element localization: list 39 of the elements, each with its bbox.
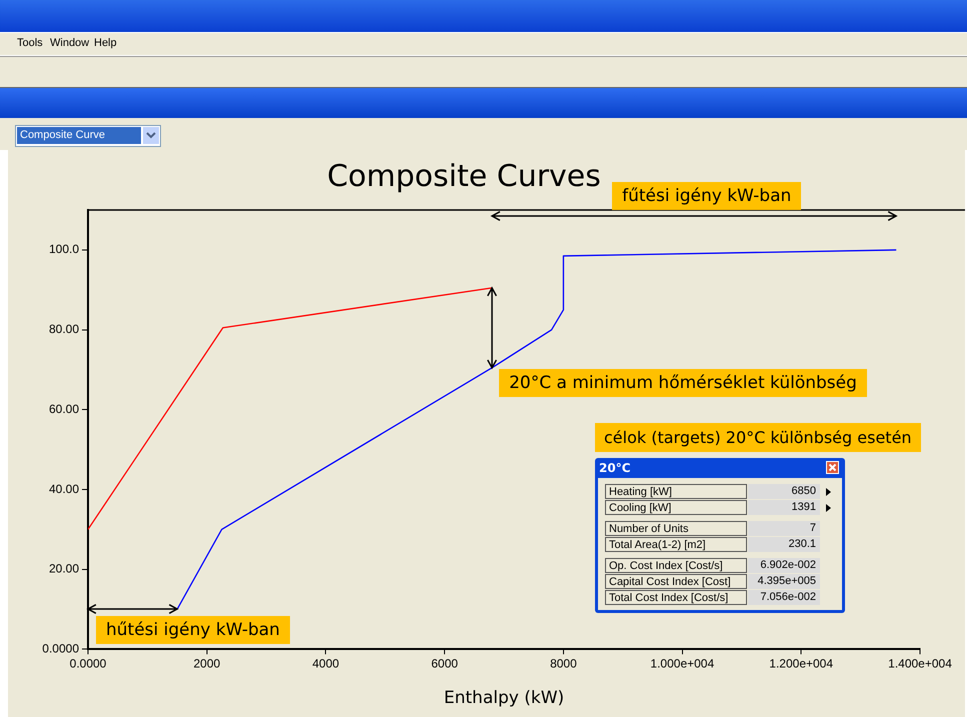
annotation: 230.1 [748,537,820,552]
annotation: Capital Cost Index [Cost] [605,574,747,589]
annotation: 1391 [748,500,820,515]
annotation: 6850 [748,484,820,499]
y-tick-label: 40.00 [48,482,80,496]
text: 20°C [599,461,631,475]
x-tick-label: 2000 [194,656,221,671]
x-tick-label: 6000 [431,656,458,671]
annotation: 6.902e-002 [748,558,820,573]
annotation: 7.056e-002 [748,590,820,605]
chart-title: Composite Curves [327,158,601,194]
annotation: hűtési igény kW-ban [96,616,290,644]
text: Tools [17,37,43,49]
annotation: 7 [748,521,820,536]
x-tick-label: 1.400e+004 [888,656,952,671]
annotation: 20°C a minimum hőmérséklet különbség [499,368,867,397]
x-tick-label: 0.0000 [70,656,107,671]
x-tick-label: 1.200e+004 [769,656,834,671]
y-tick-label: 20.00 [48,562,80,576]
y-tick-label: 60.00 [48,402,80,416]
annotation: Total Area(1-2) [m2] [605,537,747,552]
annotation: 4.395e+005 [748,574,820,589]
x-tick-label: 1.000e+004 [650,656,714,671]
x-tick-label: 4000 [312,656,340,671]
y-tick-label: 0.0000 [42,642,80,656]
annotation: Number of Units [605,521,747,536]
x-tick-label: 8000 [550,656,578,671]
annotation: Cooling [kW] [605,500,747,515]
text: Help [94,37,117,49]
annotation: Op. Cost Index [Cost/s] [605,558,747,573]
text: célok (targets) 20°C különbség esetén [595,423,921,452]
annotation: Total Cost Index [Cost/s] [605,590,747,605]
text: Composite Curve [17,127,141,144]
y-tick-label: 100.0 [48,242,80,256]
text: Window [50,37,90,49]
y-tick-label: 80.00 [48,322,80,336]
x-axis-title: Enthalpy (kW) [444,688,564,708]
text: fűtési igény kW-ban [612,182,802,210]
annotation: Heating [kW] [605,484,747,499]
